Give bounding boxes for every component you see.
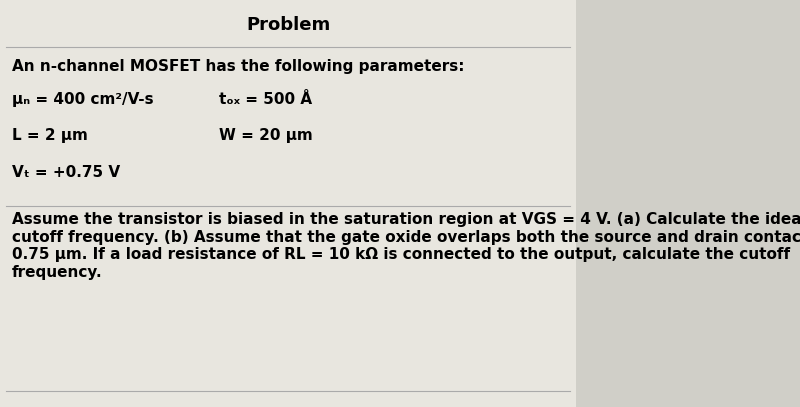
Text: tₒₓ = 500 Å: tₒₓ = 500 Å xyxy=(219,92,312,107)
Text: L = 2 μm: L = 2 μm xyxy=(11,128,87,143)
Text: Assume the transistor is biased in the saturation region at VGS = 4 V. (a) Calcu: Assume the transistor is biased in the s… xyxy=(11,212,800,280)
Text: Problem: Problem xyxy=(246,16,330,34)
Text: μₙ = 400 cm²/V-s: μₙ = 400 cm²/V-s xyxy=(11,92,153,107)
Text: Vₜ = +0.75 V: Vₜ = +0.75 V xyxy=(11,165,120,180)
FancyBboxPatch shape xyxy=(0,0,576,407)
Text: An n-channel MOSFET has the following parameters:: An n-channel MOSFET has the following pa… xyxy=(11,59,464,74)
Text: W = 20 μm: W = 20 μm xyxy=(219,128,313,143)
